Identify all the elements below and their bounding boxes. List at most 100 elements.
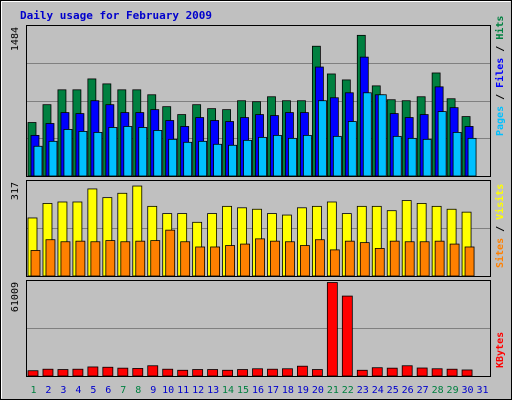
bar-kbytes-day-20 [311, 369, 323, 377]
bar-kbytes-day-19 [297, 365, 308, 377]
legend-entry: Files [494, 58, 506, 88]
bar-pages-day-21 [332, 135, 342, 177]
x-tick-label-30: 30 [462, 385, 474, 396]
bar-kbytes-day-16 [252, 368, 263, 377]
x-tick-label-4: 4 [75, 385, 81, 396]
bar-sites-day-15 [240, 243, 250, 277]
bar-kbytes-day-3 [57, 369, 69, 377]
bar-sites-day-30 [464, 246, 475, 277]
x-tick-label-26: 26 [402, 385, 414, 396]
bar-pages-day-11 [183, 141, 193, 177]
legend-entry: Hits [494, 16, 506, 40]
bar-pages-day-7 [123, 126, 133, 177]
bar-pages-day-2 [48, 140, 58, 177]
bar-sites-day-29 [449, 243, 460, 277]
bar-pages-day-18 [288, 137, 297, 177]
x-tick-label-3: 3 [60, 385, 66, 396]
bar-pages-day-16 [258, 136, 267, 177]
bar-sites-day-4 [75, 240, 86, 277]
bar-kbytes-day-14 [222, 369, 233, 377]
bar-kbytes-day-21 [326, 282, 338, 377]
x-tick-label-9: 9 [150, 385, 156, 396]
bar-kbytes-day-8 [132, 368, 144, 377]
bar-pages-day-3 [63, 129, 73, 177]
bar-sites-day-27 [419, 241, 430, 277]
legend-entry: / [495, 220, 506, 238]
bar-pages-day-13 [213, 143, 223, 177]
bar-kbytes-day-11 [177, 369, 189, 377]
bar-kbytes-day-22 [341, 295, 353, 377]
bar-pages-day-15 [243, 139, 252, 177]
bar-pages-day-6 [108, 127, 118, 177]
bar-kbytes-day-4 [72, 368, 84, 377]
legend-entry: Visits [494, 184, 506, 220]
legend-entry: Pages [495, 106, 506, 136]
bar-sites-day-18 [285, 241, 295, 277]
x-tick-label-22: 22 [342, 385, 354, 396]
bar-sites-day-2 [45, 239, 56, 277]
bar-sites-day-1 [30, 250, 41, 277]
legend-entry: / [495, 40, 506, 58]
x-tick-label-27: 27 [417, 385, 429, 396]
x-tick-label-28: 28 [432, 385, 444, 396]
x-tick-label-25: 25 [387, 385, 399, 396]
bar-sites-day-9 [150, 240, 161, 277]
bar-pages-day-29 [452, 132, 462, 177]
legend-visits: Sites / Visits [494, 184, 506, 268]
bar-pages-day-23 [362, 92, 372, 177]
x-tick-label-6: 6 [105, 385, 111, 396]
bar-pages-day-17 [273, 134, 282, 177]
ymax-label-usage: 1484 [10, 27, 21, 51]
bar-kbytes-day-26 [401, 365, 413, 377]
x-tick-label-11: 11 [177, 385, 189, 396]
bar-kbytes-day-10 [162, 368, 174, 377]
bar-sites-day-21 [329, 249, 340, 277]
x-tick-label-15: 15 [237, 385, 249, 396]
bar-kbytes-day-1 [27, 370, 39, 377]
bar-pages-day-8 [138, 127, 148, 177]
bar-kbytes-day-12 [192, 369, 204, 377]
bar-pages-day-20 [317, 100, 327, 177]
legend-entry: KBytes [495, 332, 506, 368]
bar-sites-day-22 [344, 240, 355, 277]
bar-sites-day-26 [404, 241, 415, 277]
bar-sites-day-13 [210, 246, 221, 277]
x-tick-label-24: 24 [372, 385, 384, 396]
bar-pages-day-12 [198, 140, 208, 177]
legend-usage: Pages / Files / Hits [494, 16, 506, 136]
bar-kbytes-day-18 [282, 368, 293, 377]
bar-kbytes-day-7 [117, 367, 129, 377]
bar-kbytes-day-6 [102, 366, 114, 377]
bar-kbytes-day-23 [356, 369, 368, 377]
bar-kbytes-day-29 [446, 368, 458, 377]
x-tick-label-21: 21 [327, 385, 339, 396]
bar-kbytes-day-30 [461, 369, 473, 377]
x-tick-label-18: 18 [282, 385, 294, 396]
bar-kbytes-day-27 [416, 367, 428, 377]
x-tick-label-19: 19 [297, 385, 309, 396]
bar-sites-day-16 [255, 238, 265, 277]
bar-pages-day-30 [467, 137, 477, 177]
bar-kbytes-day-24 [371, 367, 383, 377]
bar-kbytes-day-5 [87, 366, 99, 377]
bar-sites-day-3 [60, 241, 71, 277]
x-tick-label-2: 2 [45, 385, 51, 396]
bar-sites-day-20 [314, 239, 325, 277]
bar-pages-day-9 [153, 130, 163, 177]
bar-pages-day-26 [407, 137, 417, 177]
x-tick-label-20: 20 [312, 385, 324, 396]
bar-kbytes-day-15 [237, 369, 248, 377]
bar-sites-day-11 [180, 241, 191, 277]
bar-pages-day-4 [78, 131, 88, 177]
x-tick-label-14: 14 [222, 385, 234, 396]
bar-pages-day-19 [303, 134, 312, 177]
x-tick-label-10: 10 [162, 385, 174, 396]
bar-kbytes-day-25 [386, 367, 398, 377]
bar-pages-day-5 [93, 132, 103, 177]
x-tick-label-12: 12 [192, 385, 204, 396]
bar-kbytes-day-13 [207, 369, 219, 377]
chart-title: Daily usage for February 2009 [20, 9, 212, 22]
bar-sites-day-25 [389, 240, 400, 277]
